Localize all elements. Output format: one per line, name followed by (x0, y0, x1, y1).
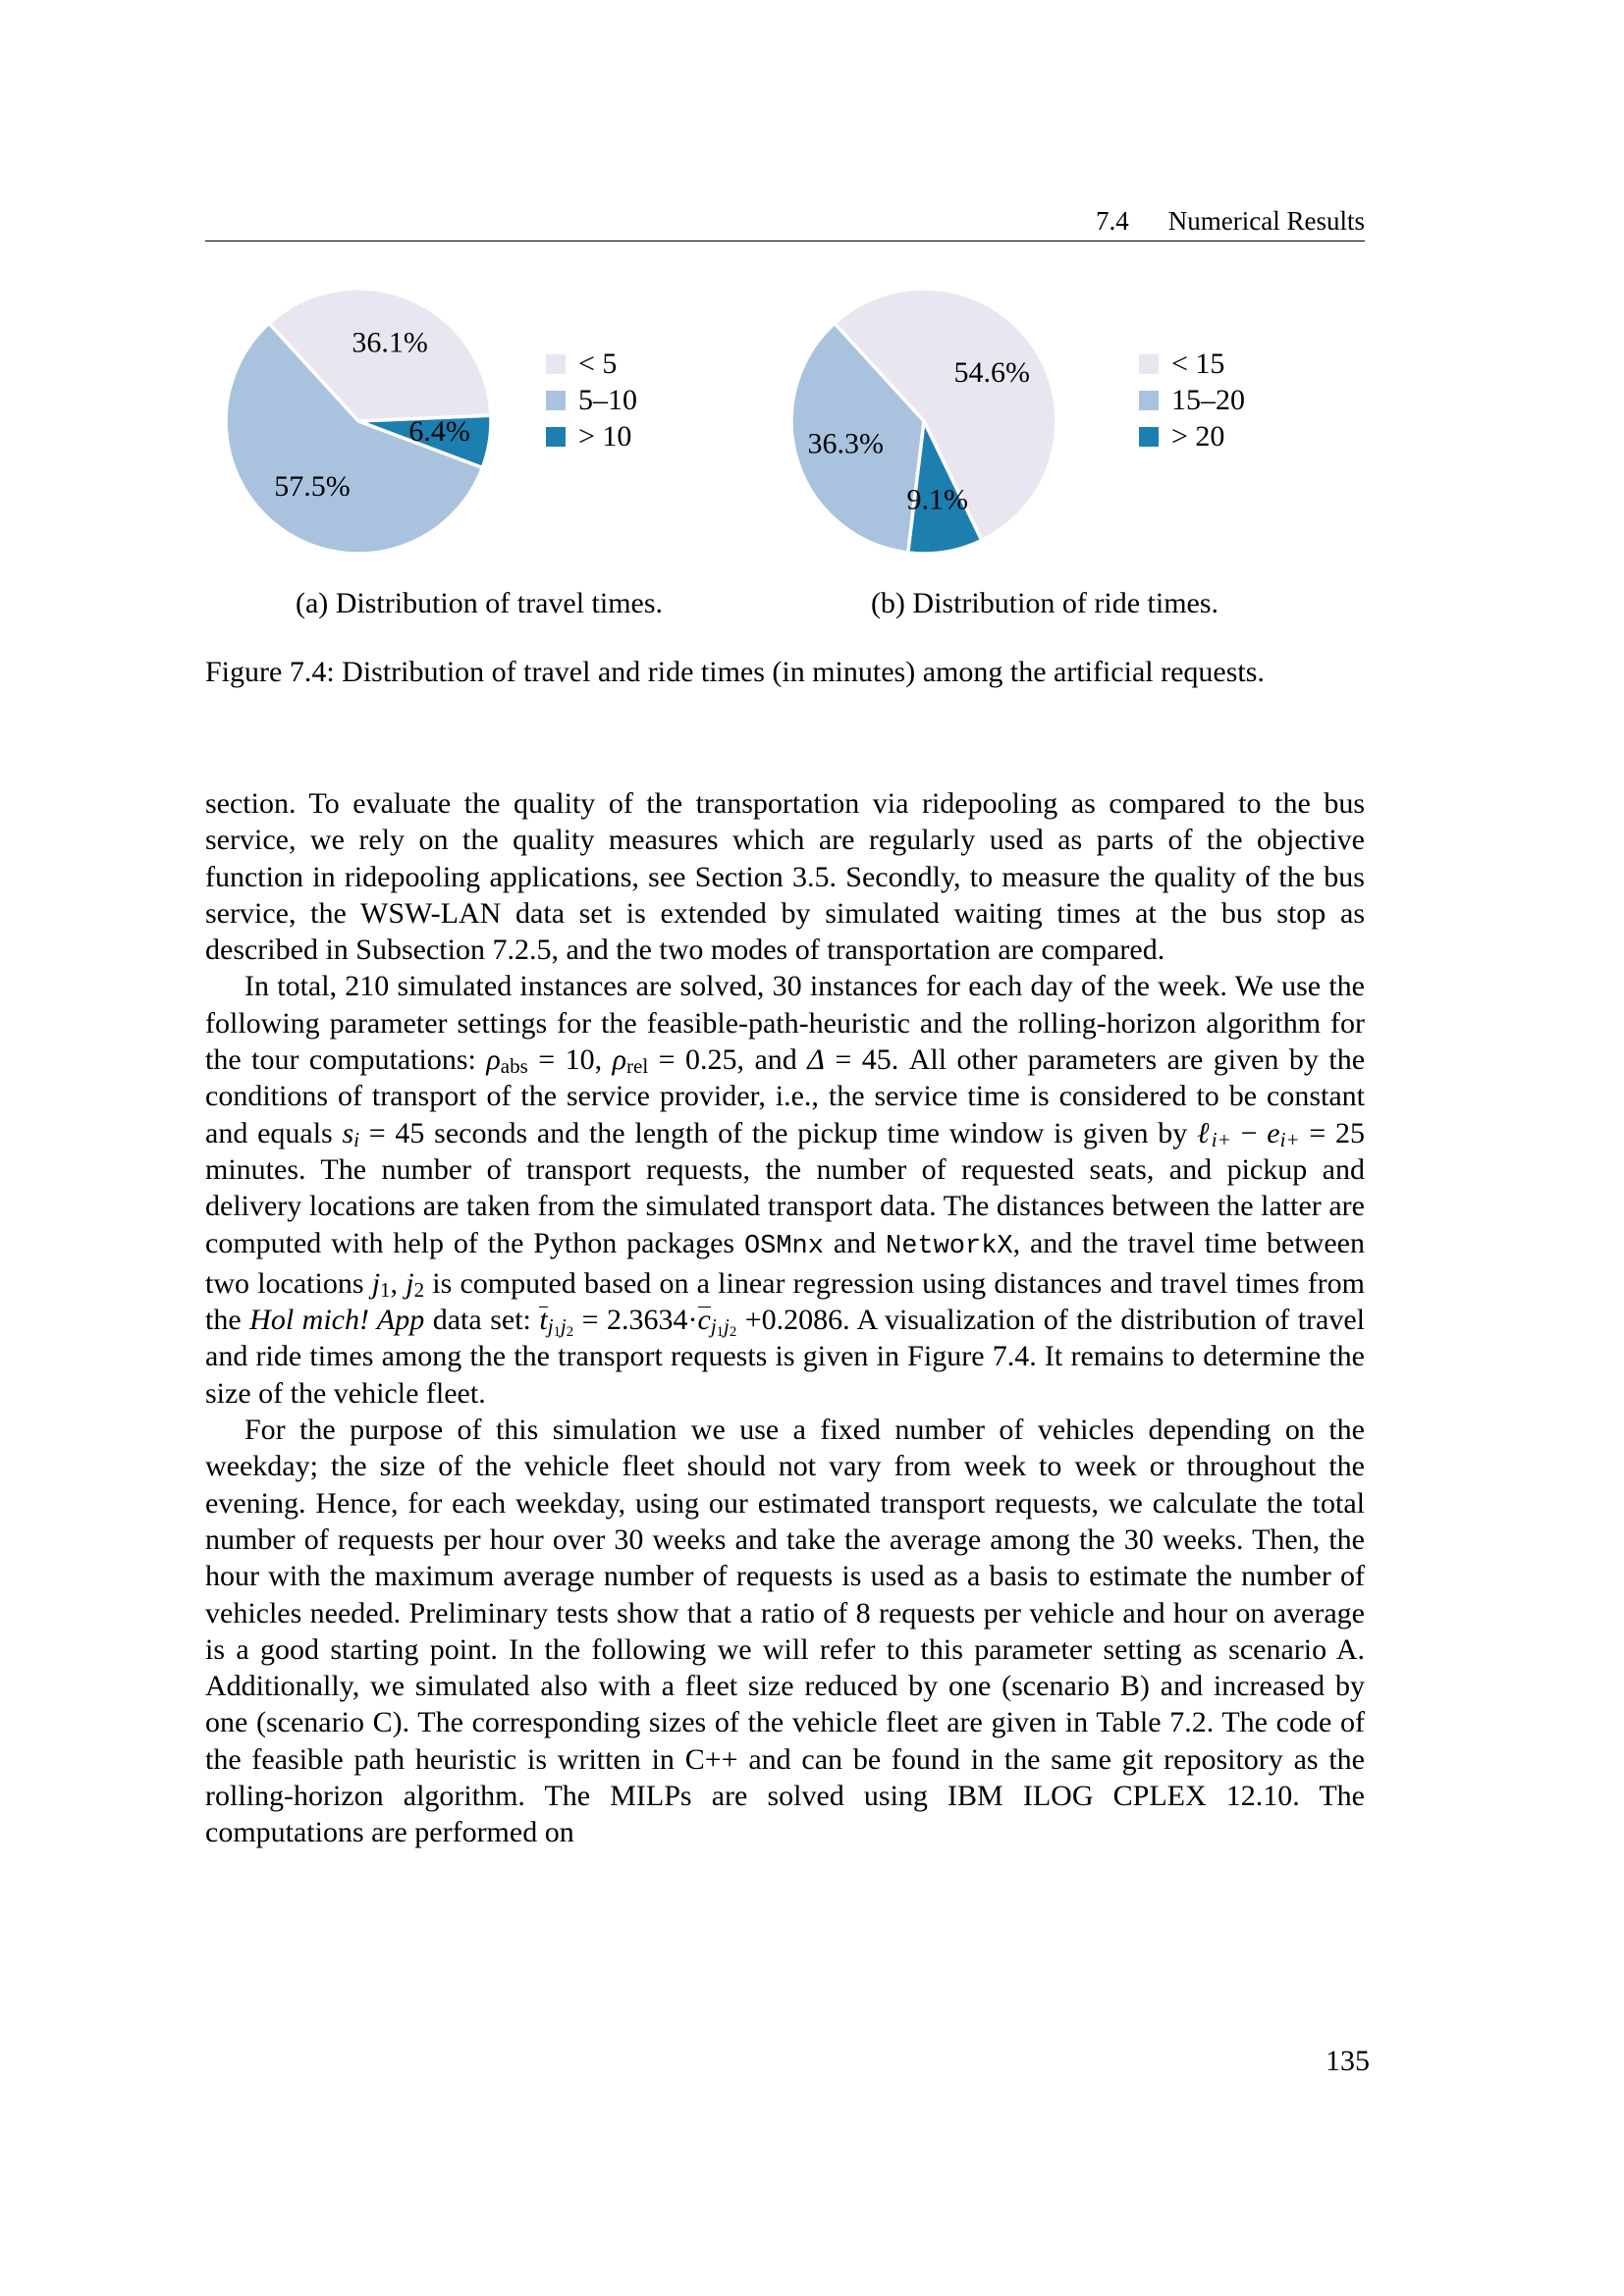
svg-text:6.4%: 6.4% (408, 415, 470, 448)
svg-text:36.3%: 36.3% (808, 427, 885, 459)
svg-text:57.5%: 57.5% (274, 470, 351, 503)
svg-text:54.6%: 54.6% (954, 356, 1031, 389)
svg-text:9.1%: 9.1% (907, 483, 969, 515)
svg-text:36.1%: 36.1% (352, 327, 428, 359)
